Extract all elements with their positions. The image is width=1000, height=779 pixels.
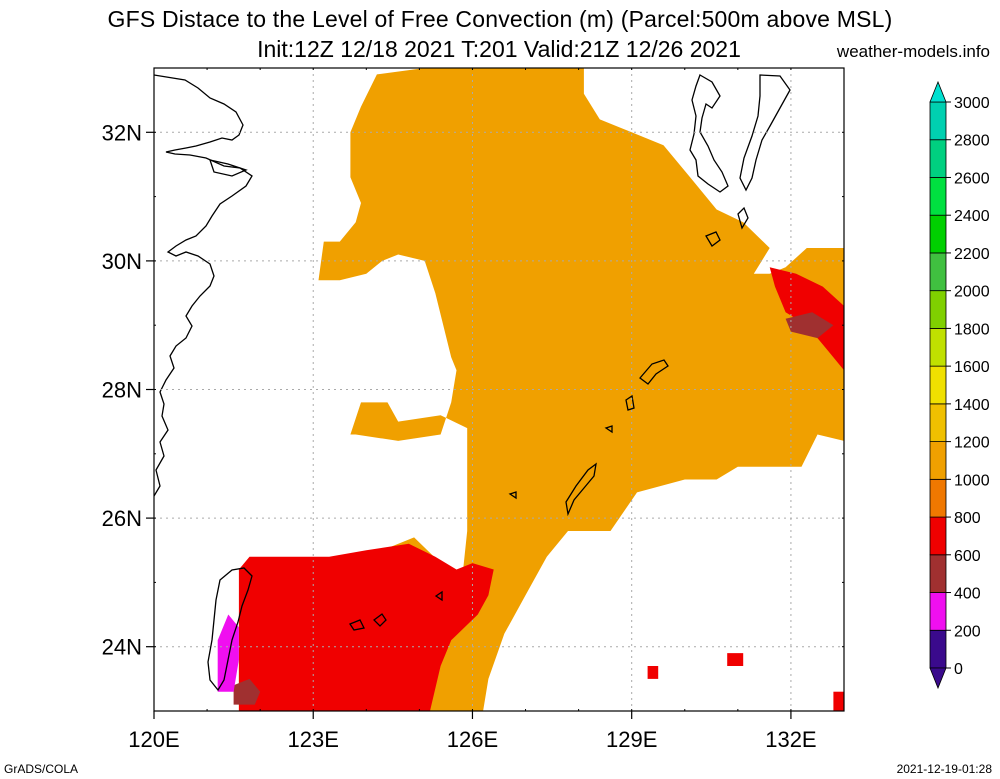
y-tick-label: 30N [102,249,142,274]
colorbar-max-arrow [929,80,947,103]
colorbar-label: 2200 [954,246,990,263]
y-tick-label: 24N [102,635,142,660]
colorbar-segment [929,441,947,480]
y-tick-label: 32N [102,120,142,145]
data-fields [217,68,844,711]
x-tick-label: 126E [447,727,498,752]
x-tick-label: 123E [288,727,339,752]
x-tick-label: 129E [606,727,657,752]
x-tick-label: 120E [128,727,179,752]
field-red_cell_3 [833,691,844,711]
field-red_south [238,543,494,711]
islet-a [625,394,635,411]
field-red_cell_2 [727,653,744,666]
field-brown_south [233,678,261,705]
colorbar-segment [929,478,947,518]
colorbar-segment [929,592,947,631]
okinawa [565,462,597,517]
footer-left: GrADS/COLA [4,762,79,776]
field-red_cell_1 [647,666,659,679]
colorbar-segment [929,139,947,178]
y-tick-label: 26N [102,506,142,531]
colorbar-label: 1200 [954,435,990,452]
y-axis: 24N 26N 28N 30N 32N [102,120,154,660]
colorbar-segment [929,290,947,329]
footer-right: 2021-12-19-01:28 [896,762,992,776]
x-axis: 120E 123E 126E 129E 132E [128,711,817,752]
colorbar-segment [929,252,947,292]
colorbar-label: 800 [954,510,981,527]
colorbar-label: 2800 [954,133,990,150]
colorbar-segment [929,516,947,556]
x-tick-label: 132E [765,727,816,752]
colorbar-segment [929,214,947,254]
coastlines [154,74,791,692]
colorbar-label: 1400 [954,397,990,414]
china-coastline [154,74,253,497]
colorbar-label: 600 [954,548,981,565]
chart-subtitle: Init:12Z 12/18 2021 T:201 Valid:21Z 12/2… [257,36,741,62]
colorbar-label: 0 [954,661,963,678]
colorbar-label: 2400 [954,208,990,225]
colorbar-label: 3000 [954,95,990,112]
colorbar-label: 1000 [954,472,990,489]
kyushu-coastline [689,74,729,193]
colorbar-label: 200 [954,623,981,640]
credit-text: weather-models.info [836,42,990,61]
colorbar-segment [929,365,947,405]
amami [639,359,669,385]
colorbar-min-arrow [929,667,947,690]
y-tick-label: 28N [102,378,142,403]
colorbar-segment [929,629,947,669]
colorbar-segment [929,554,947,593]
islands-1 [705,231,721,247]
colorbar-segment [929,177,947,216]
colorbar-label: 2000 [954,284,990,301]
field-magenta_south [217,614,239,692]
shanghai-estuary [209,159,248,177]
colorbar-label: 1600 [954,359,990,376]
taiwan-coastline [207,567,253,692]
islands-2 [737,206,749,230]
colorbar-label: 400 [954,586,981,603]
ishigaki [349,619,365,631]
colorbar-segment [929,327,947,367]
islet-c [508,491,517,500]
miyako [373,613,387,627]
colorbar-segment [929,403,947,443]
colorbar-segment [929,101,947,141]
colorbar: 0 200 400 600 800 1000 1200 1400 1600 1800 2000 220… [929,80,990,690]
islet-b [604,425,613,434]
chart-title: GFS Distace to the Level of Free Convect… [107,6,893,32]
shikoku-coastline [739,74,791,192]
colorbar-label: 1800 [954,321,990,338]
colorbar-label: 2600 [954,170,990,187]
islet-d [434,590,443,602]
field-brown_east [785,312,834,339]
